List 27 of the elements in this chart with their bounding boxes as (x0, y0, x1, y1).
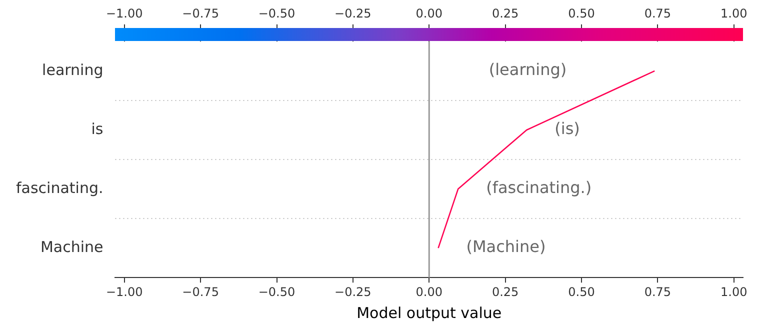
x2-tick-label: 0.50 (568, 284, 595, 299)
x-tick-label: 0.75 (644, 6, 672, 20)
y-tick-label: learning (42, 60, 104, 79)
x-axis-title: Model output value (356, 304, 502, 322)
y-tick-label: fascinating. (16, 178, 104, 197)
x-tick-label: −0.75 (182, 6, 219, 20)
x-tick-label: −1.00 (106, 6, 143, 20)
x2-tick-label: 1.00 (720, 284, 748, 299)
annotation: (Machine) (466, 237, 546, 256)
x-tick-label: 1.00 (720, 6, 748, 20)
x2-tick-label: 0.75 (644, 284, 672, 299)
x-tick-label: −0.50 (258, 6, 296, 20)
x-tick-label: 0.50 (568, 6, 595, 20)
x2-tick-label: 0.00 (416, 284, 442, 299)
annotation: (fascinating.) (486, 178, 592, 198)
x2-tick-label: −0.25 (334, 284, 372, 299)
y-tick-label: is (91, 120, 104, 138)
x-tick-label: 0.00 (416, 6, 442, 20)
annotation: (learning) (488, 60, 567, 80)
x-tick-label: 0.25 (492, 6, 519, 20)
x2-tick-label: −0.75 (182, 284, 219, 299)
y-tick-label: Machine (40, 238, 104, 256)
x2-tick-label: 0.25 (492, 284, 519, 299)
x2-tick-label: −1.00 (106, 284, 143, 299)
x-tick-label: −0.25 (334, 6, 372, 20)
annotation: (is) (554, 119, 580, 138)
x2-tick-label: −0.50 (258, 284, 296, 299)
